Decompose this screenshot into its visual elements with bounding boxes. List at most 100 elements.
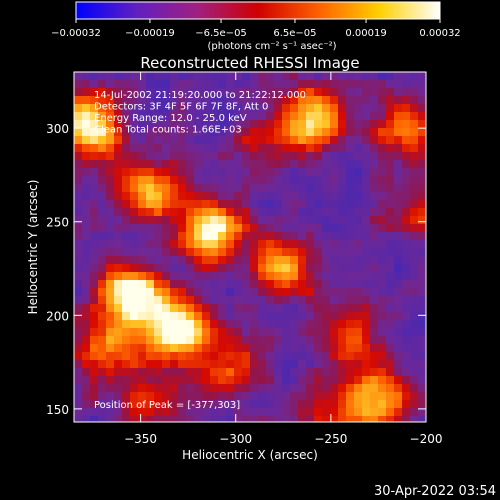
x-tick-label: −350 [124, 432, 157, 446]
heatmap-cell [266, 320, 275, 329]
heatmap-cell [74, 320, 83, 329]
heatmap-cell [306, 112, 315, 121]
heatmap-cell [194, 184, 203, 193]
heatmap-cell [114, 384, 123, 393]
heatmap-cell [338, 312, 347, 321]
heatmap-cell [314, 120, 323, 129]
heatmap-cell [178, 352, 187, 361]
heatmap-cell [162, 272, 171, 281]
heatmap-cell [322, 360, 331, 369]
heatmap-cell [74, 96, 83, 105]
heatmap-cell [162, 416, 171, 422]
heatmap-cell [154, 200, 163, 209]
heatmap-cell [250, 416, 259, 422]
heatmap-cell [74, 160, 83, 169]
heatmap-cell [82, 152, 91, 161]
heatmap-cell [298, 224, 307, 233]
heatmap-cell [210, 136, 219, 145]
heatmap-cell [306, 288, 315, 297]
heatmap-cell [338, 104, 347, 113]
heatmap-cell [170, 96, 179, 105]
heatmap-cell [234, 256, 243, 265]
heatmap-cell [122, 96, 131, 105]
heatmap-cell [98, 160, 107, 169]
heatmap-cell [186, 208, 195, 217]
heatmap-cell [362, 400, 371, 409]
heatmap-cell [162, 248, 171, 257]
heatmap-cell [330, 192, 339, 201]
heatmap-cell [402, 296, 411, 305]
heatmap-cell [410, 312, 419, 321]
heatmap-cell [154, 280, 163, 289]
heatmap-cell [418, 312, 426, 321]
heatmap-cell [354, 256, 363, 265]
heatmap-cell [106, 112, 115, 121]
heatmap-cell [330, 216, 339, 225]
heatmap-cell [418, 360, 426, 369]
heatmap-cell [98, 192, 107, 201]
heatmap-cell [146, 96, 155, 105]
heatmap-cell [98, 280, 107, 289]
heatmap-cell [90, 104, 99, 113]
heatmap-cell [234, 416, 243, 422]
heatmap-cell [202, 296, 211, 305]
heatmap-cell [74, 192, 83, 201]
heatmap-cell [266, 80, 275, 89]
heatmap-cell [402, 336, 411, 345]
heatmap-cell [226, 224, 235, 233]
heatmap-cell [194, 120, 203, 129]
heatmap-cell [186, 144, 195, 153]
heatmap-cell [354, 400, 363, 409]
heatmap-cell [386, 176, 395, 185]
heatmap-cell [410, 80, 419, 89]
heatmap-cell [154, 128, 163, 137]
heatmap-cell [354, 408, 363, 417]
heatmap-cell [82, 368, 91, 377]
heatmap-cell [386, 312, 395, 321]
heatmap-cell [154, 72, 163, 81]
heatmap-cell [346, 392, 355, 401]
heatmap-cell [378, 312, 387, 321]
heatmap-cell [330, 104, 339, 113]
heatmap-cell [218, 120, 227, 129]
heatmap-cell [186, 264, 195, 273]
heatmap-cell [410, 264, 419, 273]
heatmap-cell [202, 88, 211, 97]
heatmap-cell [234, 368, 243, 377]
heatmap-cell [274, 376, 283, 385]
heatmap-cell [154, 384, 163, 393]
heatmap-cell [114, 280, 123, 289]
heatmap-cell [362, 392, 371, 401]
heatmap-cell [242, 120, 251, 129]
heatmap-cell [210, 216, 219, 225]
heatmap-cell [250, 160, 259, 169]
heatmap-cell [306, 328, 315, 337]
heatmap-cell [114, 80, 123, 89]
heatmap-cell [250, 376, 259, 385]
heatmap-cell [178, 128, 187, 137]
heatmap-cell [226, 104, 235, 113]
heatmap-cell [370, 360, 379, 369]
heatmap-cell [322, 288, 331, 297]
heatmap-cell [234, 384, 243, 393]
heatmap-cell [410, 400, 419, 409]
heatmap-cell [274, 168, 283, 177]
heatmap-cell [122, 192, 131, 201]
heatmap-cell [130, 96, 139, 105]
heatmap-cell [298, 176, 307, 185]
heatmap-cell [250, 80, 259, 89]
heatmap-cell [386, 88, 395, 97]
heatmap-cell [130, 168, 139, 177]
heatmap-cell [346, 320, 355, 329]
heatmap-cell [186, 344, 195, 353]
heatmap-cell [322, 160, 331, 169]
heatmap-cell [170, 104, 179, 113]
heatmap-cell [346, 160, 355, 169]
heatmap-cell [402, 184, 411, 193]
heatmap-cell [362, 304, 371, 313]
heatmap-cell [154, 256, 163, 265]
heatmap-cell [218, 176, 227, 185]
heatmap-cell [74, 136, 83, 145]
heatmap-cell [386, 400, 395, 409]
heatmap-cell [186, 368, 195, 377]
